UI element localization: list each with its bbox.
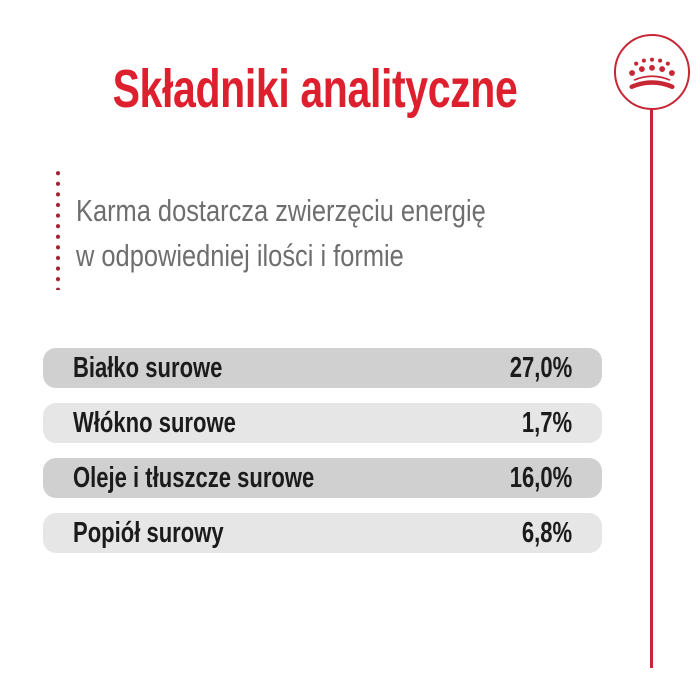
nutrient-value: 1,7% xyxy=(521,406,572,439)
intro-line-1: Karma dostarcza zwierzęciu energię xyxy=(76,193,486,228)
dotted-accent-line xyxy=(56,171,60,290)
table-row: Włókno surowe 1,7% xyxy=(43,403,602,443)
nutrient-value: 16,0% xyxy=(509,461,572,494)
nutrient-label: Popiół surowy xyxy=(73,516,224,549)
page-title: Składniki analityczne xyxy=(112,59,518,119)
nutrient-label: Białko surowe xyxy=(73,351,223,384)
nutrition-table: Białko surowe 27,0% Włókno surowe 1,7% O… xyxy=(43,348,602,568)
nutrient-value: 6,8% xyxy=(521,516,572,549)
vertical-accent-rule xyxy=(650,109,653,668)
table-row: Oleje i tłuszcze surowe 16,0% xyxy=(43,458,602,498)
table-row: Popiół surowy 6,8% xyxy=(43,513,602,553)
intro-line-2: w odpowiedniej ilości i formie xyxy=(76,238,404,273)
nutrient-label: Oleje i tłuszcze surowe xyxy=(73,461,315,494)
nutrient-value: 27,0% xyxy=(509,351,572,384)
intro-paragraph: Karma dostarcza zwierzęciu energię w odp… xyxy=(76,188,486,278)
nutrient-label: Włókno surowe xyxy=(73,406,236,439)
brand-circle xyxy=(614,34,690,110)
table-row: Białko surowe 27,0% xyxy=(43,348,602,388)
crown-icon xyxy=(629,57,675,90)
